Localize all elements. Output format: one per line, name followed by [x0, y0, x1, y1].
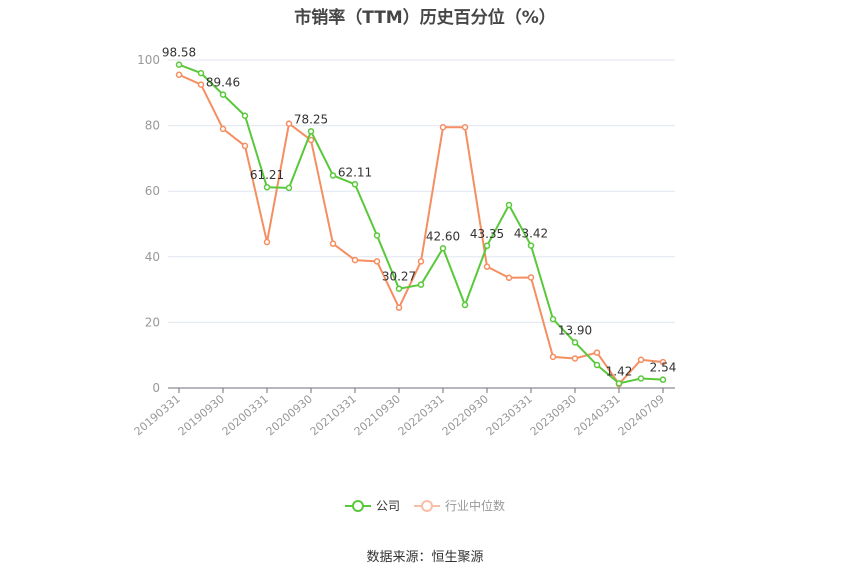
x-tick-label: 20210930 — [352, 392, 403, 438]
data-point[interactable] — [263, 238, 271, 246]
data-label: 2.54 — [650, 361, 677, 375]
data-source: 数据来源：恒生聚源 — [366, 550, 484, 565]
data-point[interactable] — [417, 258, 425, 265]
x-tick-label: 20220331 — [396, 392, 447, 438]
data-point[interactable] — [659, 358, 667, 366]
x-tick-label: 20240331 — [572, 392, 623, 438]
data-point[interactable] — [549, 315, 557, 323]
data-label: 42.60 — [426, 229, 460, 243]
data-point[interactable] — [285, 120, 293, 127]
data-point[interactable] — [461, 301, 469, 309]
data-point[interactable] — [483, 242, 491, 250]
data-point[interactable] — [417, 281, 425, 288]
data-point[interactable] — [219, 91, 227, 98]
legend-item-company[interactable]: 公司 — [344, 497, 400, 514]
data-point[interactable] — [571, 355, 579, 362]
data-point[interactable] — [263, 183, 271, 191]
data-label: 89.46 — [206, 76, 240, 90]
data-point[interactable] — [373, 258, 381, 265]
data-point[interactable] — [615, 380, 623, 387]
y-tick-label: 100 — [137, 53, 160, 67]
legend-label: 行业中位数 — [445, 499, 506, 513]
data-label: 1.42 — [606, 364, 633, 378]
x-tick-label: 20190930 — [176, 392, 227, 438]
y-tick-label: 40 — [145, 250, 160, 264]
x-tick-label: 20230331 — [484, 392, 535, 438]
data-point[interactable] — [593, 349, 601, 356]
legend-label: 公司 — [375, 499, 400, 513]
x-tick-label: 20230930 — [528, 392, 579, 438]
data-point[interactable] — [483, 263, 491, 270]
y-tick-label: 60 — [145, 184, 160, 198]
data-label: 62.11 — [338, 165, 372, 179]
data-point[interactable] — [637, 375, 645, 382]
data-labels: 98.58 89.46 61.21 78.25 62.11 30.27 42.60 43.35… — [162, 46, 677, 379]
x-tick-label: 20240709 — [616, 392, 667, 438]
legend-item-industry-median[interactable]: 行业中位数 — [414, 497, 505, 514]
legend-line-marker-icon — [414, 499, 440, 512]
chart-title: 市销率（TTM）历史百分位（%） — [294, 8, 556, 28]
data-point[interactable] — [593, 361, 601, 369]
data-point[interactable] — [175, 71, 183, 79]
data-point[interactable] — [571, 339, 579, 346]
data-label: 61.21 — [250, 168, 284, 182]
data-point[interactable] — [329, 240, 337, 247]
x-tick-label: 20200331 — [220, 392, 271, 438]
data-label: 78.25 — [294, 112, 328, 126]
x-tick-label: 20190331 — [132, 392, 183, 438]
data-point[interactable] — [351, 256, 359, 264]
data-point[interactable] — [505, 201, 513, 209]
y-axis: 0 20 40 60 80 100 — [137, 53, 160, 395]
data-point[interactable] — [219, 125, 227, 133]
data-label: 98.58 — [162, 46, 196, 60]
x-tick-label: 20220930 — [440, 392, 491, 438]
data-label: 43.42 — [514, 227, 548, 241]
data-point[interactable] — [175, 61, 183, 68]
legend: 公司 行业中位数 — [0, 497, 850, 514]
data-label: 43.35 — [470, 227, 504, 241]
data-point[interactable] — [439, 245, 447, 252]
y-tick-label: 0 — [152, 381, 160, 395]
series-lines[interactable] — [175, 61, 667, 388]
data-point[interactable] — [439, 123, 447, 131]
data-point[interactable] — [307, 128, 315, 135]
x-axis: 2019033120190930202003312020093020210331… — [132, 387, 675, 438]
data-point[interactable] — [241, 142, 249, 150]
data-point[interactable] — [637, 356, 645, 364]
data-point[interactable] — [461, 123, 469, 131]
data-point[interactable] — [549, 353, 557, 361]
y-tick-label: 20 — [145, 315, 160, 329]
data-point[interactable] — [197, 69, 205, 77]
data-point[interactable] — [351, 181, 359, 188]
data-point[interactable] — [527, 274, 535, 281]
data-point[interactable] — [329, 172, 337, 179]
data-point[interactable] — [241, 112, 249, 120]
y-tick-label: 80 — [145, 119, 160, 133]
data-point[interactable] — [505, 274, 513, 282]
data-point[interactable] — [285, 184, 293, 192]
legend-line-marker-icon — [344, 499, 371, 512]
data-point[interactable] — [395, 285, 403, 292]
data-point[interactable] — [395, 304, 403, 311]
series-line — [178, 73, 664, 386]
data-point[interactable] — [197, 81, 205, 88]
data-point[interactable] — [659, 376, 667, 383]
data-point[interactable] — [373, 232, 381, 239]
data-point[interactable] — [527, 242, 535, 249]
x-tick-label: 20210331 — [308, 392, 359, 438]
data-label: 30.27 — [382, 270, 416, 284]
data-label: 13.90 — [558, 323, 592, 337]
x-tick-label: 20200930 — [264, 392, 315, 438]
